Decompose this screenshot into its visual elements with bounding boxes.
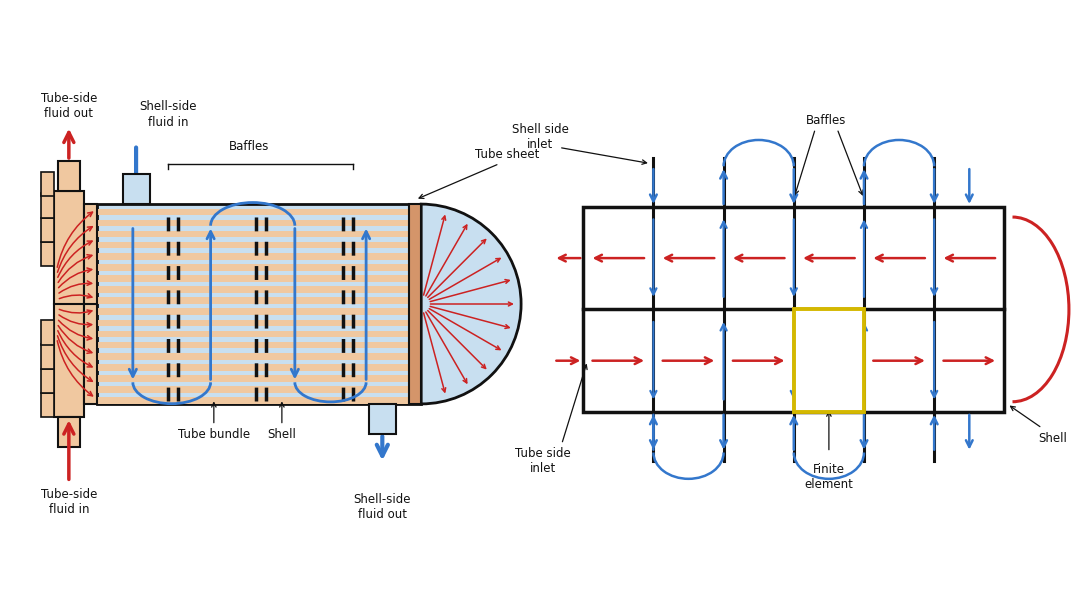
Bar	[97, 286, 421, 293]
Text: Tube bundle: Tube bundle	[178, 428, 249, 441]
Text: Tube-side
fluid out: Tube-side fluid out	[41, 92, 97, 120]
Bar	[794, 309, 864, 412]
Text: Finite
element: Finite element	[805, 463, 853, 491]
Bar	[583, 207, 1004, 412]
Wedge shape	[421, 204, 521, 404]
Bar	[41, 218, 54, 242]
Bar	[97, 242, 421, 249]
Bar	[97, 397, 421, 404]
Text: Shell side
inlet: Shell side inlet	[512, 123, 568, 151]
Bar	[41, 393, 54, 418]
Bar	[84, 204, 97, 404]
Bar	[97, 320, 421, 326]
Bar	[97, 204, 421, 404]
Text: Baffles: Baffles	[806, 114, 847, 127]
Bar	[54, 190, 84, 418]
Text: Shell: Shell	[268, 428, 296, 441]
Text: Shell: Shell	[1039, 432, 1067, 446]
Bar	[97, 231, 421, 237]
Bar	[58, 418, 80, 447]
Bar	[97, 342, 421, 348]
Bar	[97, 253, 421, 260]
Text: Baffles: Baffles	[229, 140, 270, 153]
Bar	[97, 219, 421, 226]
Bar	[97, 375, 421, 382]
Text: Tube side
inlet: Tube side inlet	[515, 447, 570, 475]
Text: Tube sheet: Tube sheet	[475, 148, 540, 161]
Bar	[58, 161, 80, 190]
Bar	[97, 308, 421, 315]
Bar	[97, 353, 421, 359]
Bar	[97, 275, 421, 282]
Bar	[409, 204, 421, 404]
Bar	[41, 369, 54, 393]
Bar	[41, 193, 54, 218]
Text: Tube-side
fluid in: Tube-side fluid in	[41, 488, 97, 516]
Bar	[97, 386, 421, 393]
Bar	[97, 331, 421, 337]
Text: Shell-side
fluid in: Shell-side fluid in	[139, 100, 198, 128]
Bar	[41, 345, 54, 369]
Bar	[97, 297, 421, 304]
Bar	[123, 174, 149, 204]
Text: Shell-side
fluid out: Shell-side fluid out	[353, 493, 411, 521]
Bar	[97, 364, 421, 371]
Bar	[369, 404, 396, 434]
Bar	[97, 209, 421, 215]
Bar	[41, 242, 54, 266]
Bar	[41, 320, 54, 345]
Bar	[97, 264, 421, 271]
Bar	[41, 171, 54, 196]
